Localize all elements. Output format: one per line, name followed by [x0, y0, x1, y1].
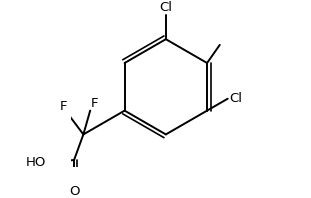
Text: F: F	[59, 100, 67, 113]
Text: Cl: Cl	[159, 1, 172, 14]
Text: F: F	[91, 97, 99, 110]
Text: Cl: Cl	[229, 92, 242, 105]
Text: HO: HO	[26, 156, 47, 169]
Text: O: O	[69, 185, 79, 198]
